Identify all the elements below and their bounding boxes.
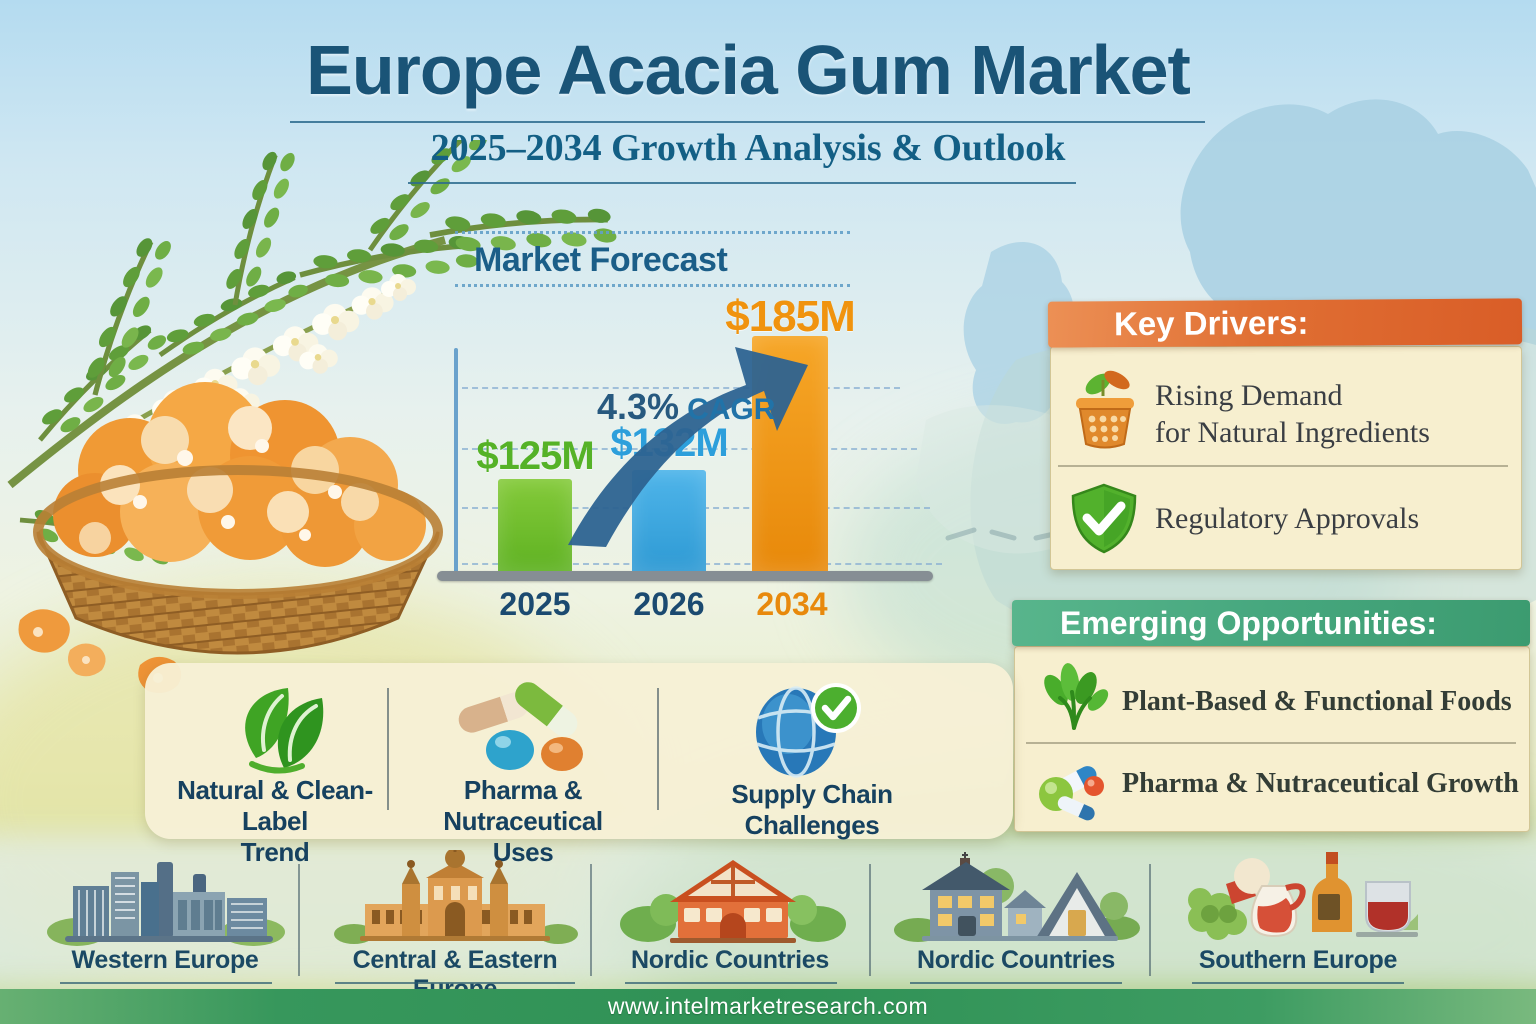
wine-food-icon bbox=[1188, 852, 1418, 940]
chart-title: Market Forecast bbox=[474, 241, 728, 279]
globe-check-icon bbox=[756, 683, 861, 778]
region-underline bbox=[335, 982, 575, 984]
trend-line-1: Natural & Clean-Label bbox=[177, 775, 373, 836]
chart-baseline bbox=[437, 571, 933, 581]
plant-icon bbox=[1044, 663, 1109, 730]
cagr-suffix: CAGR bbox=[687, 393, 776, 426]
leaves-icon bbox=[245, 688, 324, 774]
pills-icon bbox=[1039, 766, 1104, 821]
driver-line-2: for Natural Ingredients bbox=[1155, 416, 1430, 449]
footer-bar: www.intelmarketresearch.com bbox=[0, 989, 1536, 1024]
chart-gridline bbox=[462, 448, 917, 450]
driver-line-1: Rising Demand bbox=[1155, 379, 1343, 412]
opportunities-panel bbox=[1014, 646, 1530, 832]
bar-year-label: 2025 bbox=[499, 586, 571, 622]
trend-item-label: Natural & Clean-Label Trend bbox=[150, 775, 400, 868]
city-icon bbox=[47, 862, 285, 946]
page-subtitle: 2025–2034 Growth Analysis & Outlook bbox=[430, 127, 1066, 169]
region-underline bbox=[60, 982, 272, 984]
key-drivers-divider bbox=[1058, 465, 1508, 467]
regions-divider bbox=[590, 864, 592, 976]
pills-cluster-icon bbox=[458, 682, 583, 771]
opportunities-heading: Emerging Opportunities: bbox=[1012, 600, 1530, 646]
region-underline bbox=[1192, 982, 1404, 984]
shield-check-icon bbox=[1071, 483, 1137, 554]
nordic-houses-icon bbox=[894, 852, 1140, 942]
trend-line-2: Trend bbox=[240, 837, 310, 867]
regions-divider bbox=[1149, 864, 1151, 976]
driver-item-label: Regulatory Approvals bbox=[1155, 502, 1420, 535]
growth-arrow-icon bbox=[568, 347, 808, 547]
trends-divider bbox=[657, 688, 659, 810]
page-title: Europe Acacia Gum Market bbox=[306, 31, 1191, 109]
bar-value-label: $185M bbox=[725, 292, 856, 341]
gum-basket-graphic bbox=[32, 382, 444, 655]
cagr-value: 4.3% bbox=[597, 386, 680, 427]
chart-dotted-rule-bottom bbox=[455, 284, 850, 287]
house-icon bbox=[620, 860, 846, 943]
bar-2025 bbox=[498, 479, 572, 571]
trend-item-label: Supply Chain Challenges bbox=[731, 779, 893, 840]
basket-icon bbox=[1076, 370, 1134, 449]
trend-line-1: Pharma & Nutraceutical bbox=[443, 775, 603, 836]
trend-item-label: Pharma & Nutraceutical Uses bbox=[398, 775, 648, 868]
opportunity-item-label: Pharma & Nutraceutical Growth bbox=[1122, 768, 1519, 799]
region-label: Western Europe bbox=[71, 946, 259, 974]
chart-gridline bbox=[462, 387, 900, 389]
opportunity-item-label: Plant-Based & Functional Foods bbox=[1122, 686, 1512, 717]
trends-divider bbox=[387, 688, 389, 810]
region-label: Southern Europe bbox=[1198, 946, 1398, 974]
regions-divider bbox=[869, 864, 871, 976]
title-underline bbox=[290, 121, 1205, 123]
website-url: www.intelmarketresearch.com bbox=[607, 993, 929, 1019]
palace-icon bbox=[334, 850, 578, 944]
region-label: Nordic Countries bbox=[631, 946, 829, 974]
driver-item-label: Rising Demand for Natural Ingredients bbox=[1155, 377, 1430, 451]
chart-y-axis bbox=[454, 348, 458, 574]
cagr-annotation: 4.3% CAGR bbox=[597, 386, 775, 428]
region-underline bbox=[910, 982, 1122, 984]
region-underline bbox=[625, 982, 837, 984]
key-drivers-heading: Key Drivers: bbox=[1047, 298, 1523, 348]
chart-dotted-rule-top bbox=[455, 231, 850, 234]
region-label: Nordic Countries bbox=[917, 946, 1115, 974]
regions-divider bbox=[298, 864, 300, 976]
opportunities-divider bbox=[1026, 742, 1516, 744]
bar-value-label: $125M bbox=[476, 434, 594, 478]
subtitle-underline bbox=[408, 182, 1076, 184]
bar-year-label: 2034 bbox=[756, 586, 828, 622]
acacia-branch-and-gum-basket-graphic bbox=[7, 140, 730, 693]
bar-year-label: 2026 bbox=[633, 586, 705, 622]
trend-line-2: Uses bbox=[492, 837, 554, 867]
